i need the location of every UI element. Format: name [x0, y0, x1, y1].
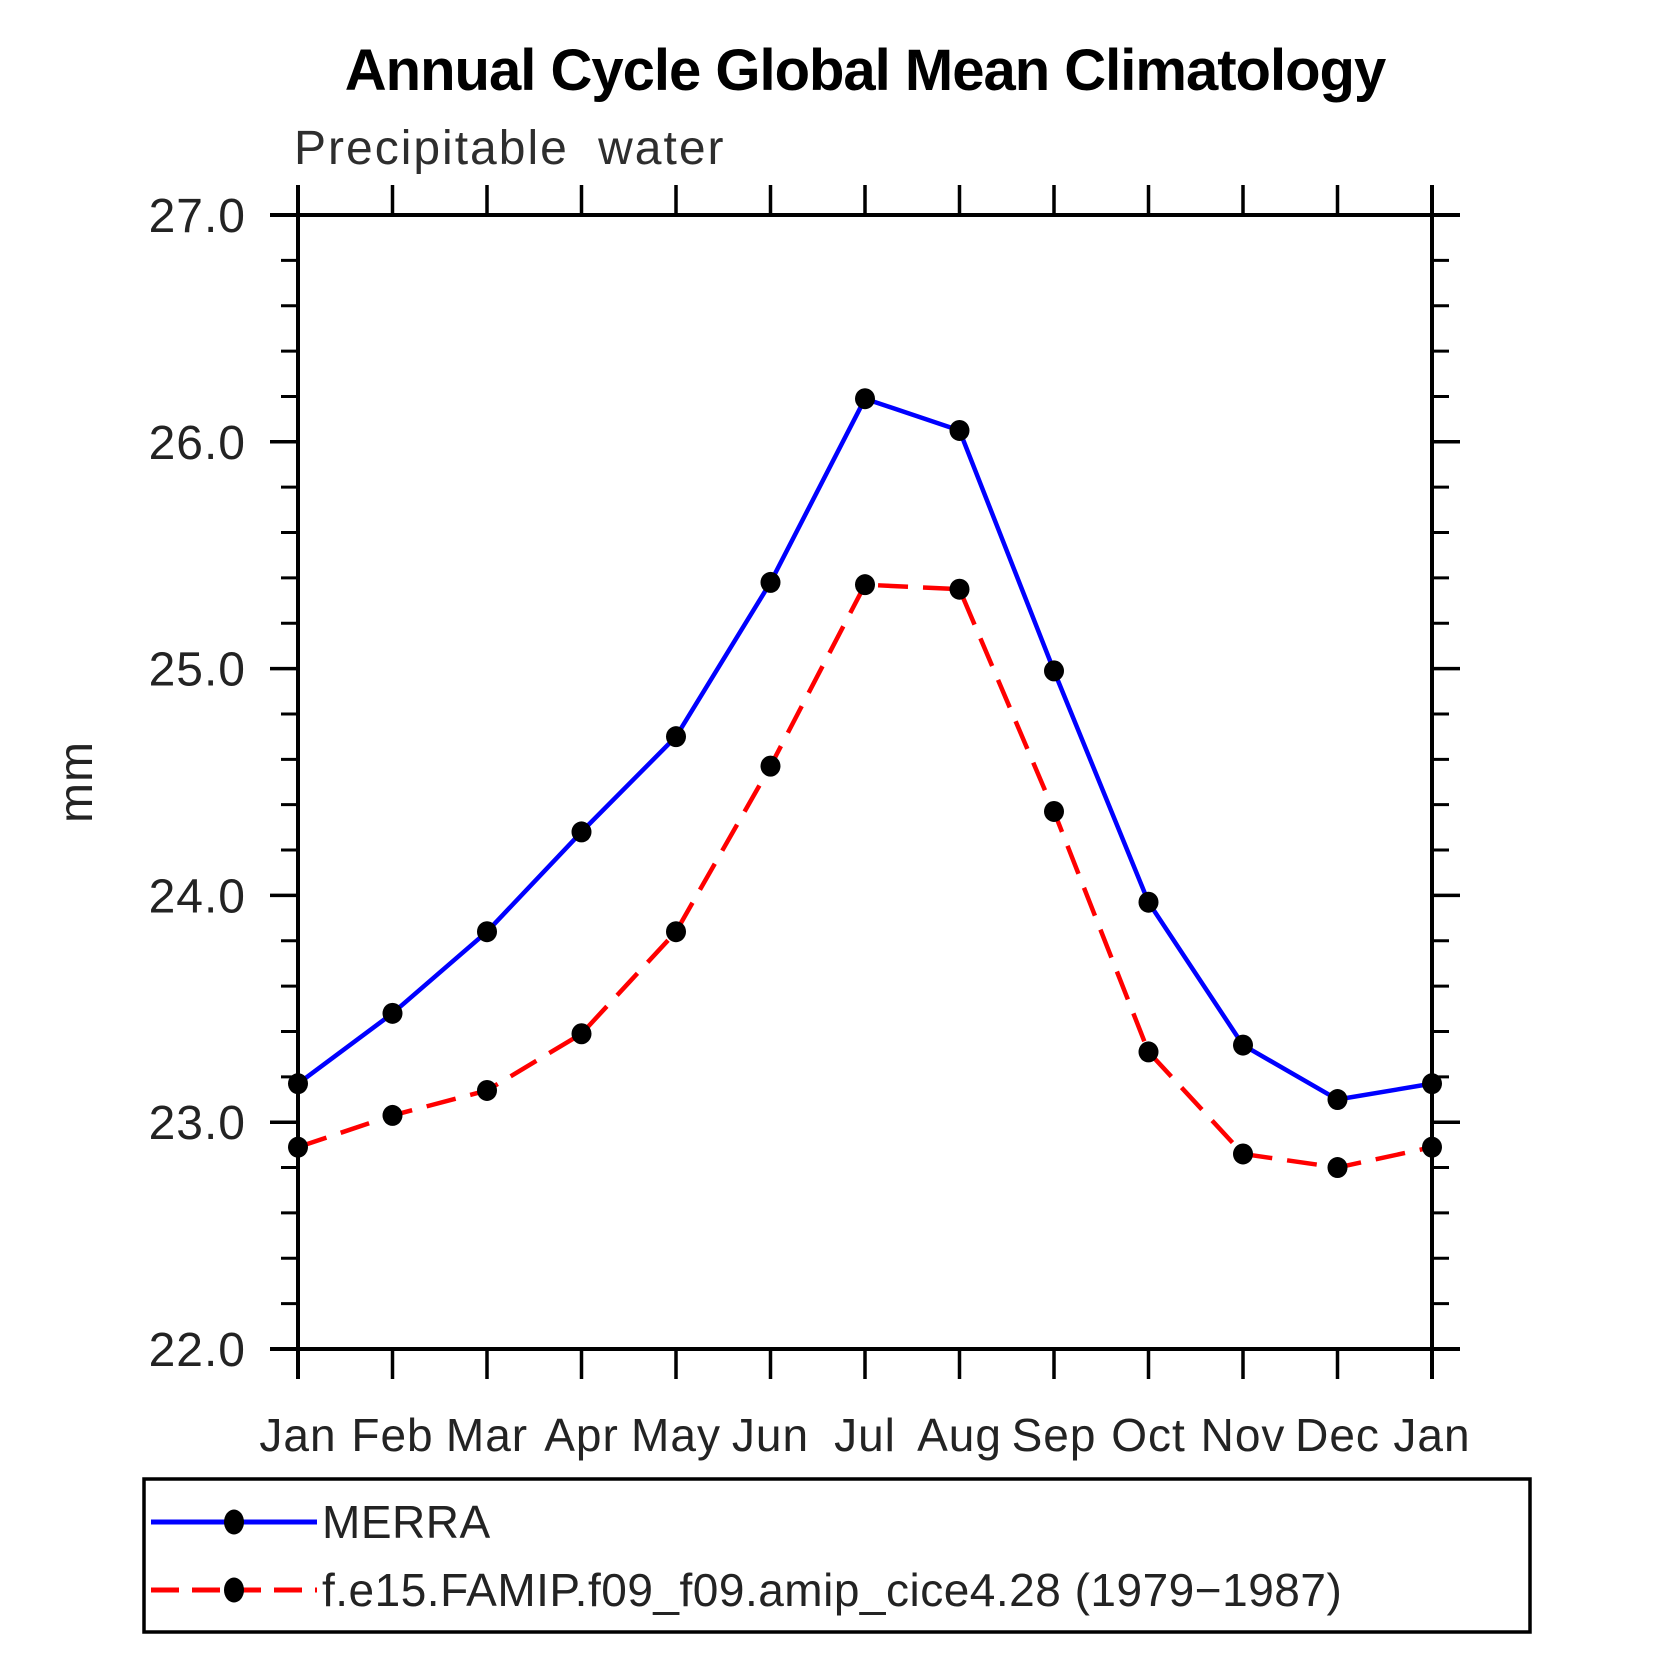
y-tick-label: 23.0 [149, 1097, 246, 1150]
legend-marker-model-icon [224, 1577, 244, 1603]
data-point-marker [949, 419, 970, 441]
chart-subtitle: Precipitable water [294, 122, 726, 175]
series-group [288, 388, 1442, 1179]
data-point-marker [666, 726, 686, 748]
y-tick-label: 24.0 [149, 870, 246, 923]
data-point-marker [1233, 1143, 1253, 1165]
x-tick-label: Oct [1111, 1409, 1186, 1461]
data-point-marker [760, 571, 781, 593]
data-point-marker [1327, 1157, 1348, 1179]
x-tick-label: Mar [446, 1409, 528, 1461]
data-point-marker [1233, 1034, 1253, 1056]
data-point-marker [1138, 1041, 1159, 1063]
data-point-marker [666, 921, 686, 943]
data-point-marker [855, 574, 875, 596]
x-tick-label: Nov [1201, 1409, 1286, 1461]
x-tick-label: Jan [259, 1409, 336, 1461]
data-point-marker [760, 755, 781, 777]
y-tick-label: 26.0 [149, 417, 246, 470]
data-point-marker [382, 1002, 403, 1024]
x-tick-label: Jul [834, 1409, 896, 1461]
legend-border [142, 1477, 1532, 1634]
data-point-marker [855, 388, 875, 410]
chart-title: Annual Cycle Global Mean Climatology [345, 38, 1386, 103]
data-point-marker [288, 1136, 308, 1158]
data-point-marker [477, 921, 497, 943]
x-tick-label: Dec [1295, 1409, 1380, 1461]
legend-label-merra: MERRA [322, 1496, 491, 1548]
data-point-marker [1044, 800, 1064, 822]
data-point-marker [571, 821, 592, 843]
data-point-marker [1422, 1136, 1442, 1158]
legend-marker-merra-icon [224, 1509, 244, 1535]
axes-group [270, 185, 1460, 1379]
series-line-merra [296, 396, 1433, 1102]
x-tick-label: Feb [351, 1409, 433, 1461]
legend-label-model: f.e15.FAMIP.f09_f09.amip_cice4.28 (1979−… [322, 1564, 1342, 1616]
data-point-marker [1422, 1073, 1442, 1095]
y-tick-label: 27.0 [149, 190, 246, 243]
data-point-marker [477, 1079, 497, 1101]
data-point-marker [382, 1104, 403, 1126]
y-tick-label: 25.0 [149, 644, 246, 697]
data-point-marker [1327, 1089, 1348, 1111]
legend-box: MERRA f.e15.FAMIP.f09_f09.amip_cice4.28 … [142, 1477, 1532, 1634]
data-point-marker [949, 578, 970, 600]
x-tick-labels-group: Jan Feb Mar Apr May Jun Jul Aug Sep Oct Nov Dec Jan [259, 1409, 1470, 1461]
y-tick-label: 22.0 [149, 1324, 246, 1377]
series-line-model [297, 582, 1433, 1170]
x-tick-label: Sep [1012, 1409, 1097, 1461]
data-point-marker [288, 1073, 308, 1095]
data-point-marker [1044, 660, 1064, 682]
data-point-marker [1138, 891, 1159, 913]
data-point-marker [571, 1023, 592, 1045]
x-tick-label: Apr [544, 1409, 619, 1461]
x-tick-label: Jun [732, 1409, 809, 1461]
y-axis-label: mm [50, 741, 103, 823]
x-tick-label: May [631, 1409, 721, 1461]
x-tick-label: Aug [917, 1409, 1002, 1461]
x-tick-label: Jan [1393, 1409, 1470, 1461]
y-tick-labels-group: 27.0 26.0 25.0 24.0 23.0 22.0 [149, 190, 246, 1377]
